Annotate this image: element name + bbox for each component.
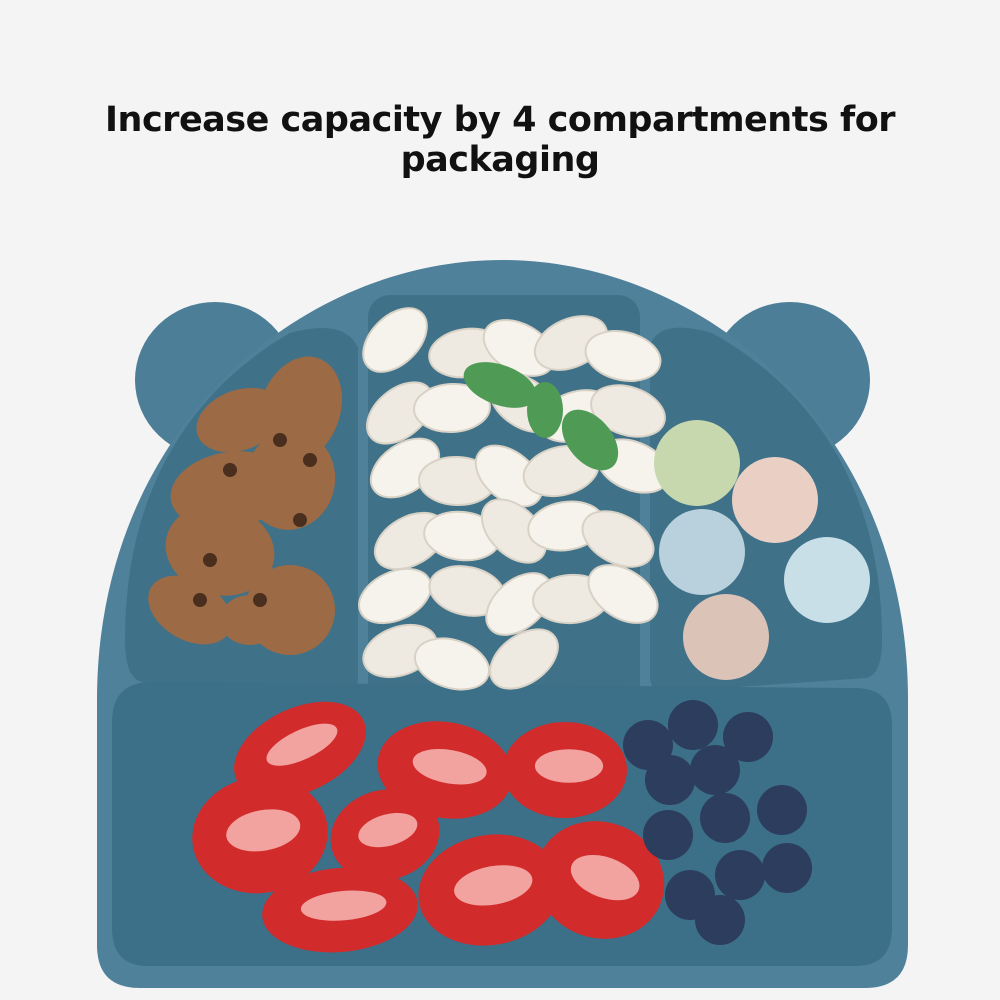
strawberry-flesh xyxy=(266,723,338,766)
blueberry xyxy=(723,712,773,762)
chocolate-chip xyxy=(223,463,237,477)
blueberry xyxy=(762,843,812,893)
strawberry-flesh xyxy=(454,865,533,906)
strawberry-flesh xyxy=(534,749,604,783)
pasta xyxy=(474,444,544,508)
blueberry xyxy=(668,700,718,750)
pasta xyxy=(587,564,659,624)
chocolate-chip xyxy=(293,513,307,527)
chocolate-chip xyxy=(203,553,217,567)
cookie xyxy=(220,595,280,645)
strawberry-flesh xyxy=(358,812,418,848)
mint-leaf xyxy=(463,362,537,408)
pasta xyxy=(480,498,548,564)
candy-ball xyxy=(784,537,870,623)
strawberry-flesh xyxy=(412,748,487,785)
blueberry xyxy=(695,895,745,945)
candy-ball xyxy=(683,594,769,680)
pasta xyxy=(584,330,662,382)
blueberry xyxy=(643,810,693,860)
blueberry xyxy=(715,850,765,900)
candy-ball xyxy=(659,509,745,595)
blueberry xyxy=(757,785,807,835)
cookie xyxy=(165,504,275,596)
mint-leaf xyxy=(561,409,619,471)
blueberry xyxy=(645,755,695,805)
mint-leaf xyxy=(527,382,563,438)
blueberry xyxy=(700,793,750,843)
blueberry xyxy=(690,745,740,795)
chocolate-chip xyxy=(273,433,287,447)
cookie xyxy=(148,575,232,645)
pasta xyxy=(581,510,655,568)
pasta xyxy=(590,384,666,438)
chocolate-chip xyxy=(253,593,267,607)
strawberry-flesh xyxy=(300,890,387,921)
candy-ball xyxy=(654,420,740,506)
chocolate-chip xyxy=(193,593,207,607)
strawberry-flesh xyxy=(570,854,640,901)
strawberry-flesh xyxy=(226,809,301,852)
title: Increase capacity by 4 compartments for … xyxy=(105,100,896,180)
chocolate-chip xyxy=(303,453,317,467)
pasta xyxy=(485,572,553,636)
pasta xyxy=(413,382,491,434)
candy-ball xyxy=(732,457,818,543)
pasta xyxy=(362,307,428,373)
pasta xyxy=(489,628,559,690)
pasta xyxy=(358,567,432,625)
pasta xyxy=(413,637,491,691)
